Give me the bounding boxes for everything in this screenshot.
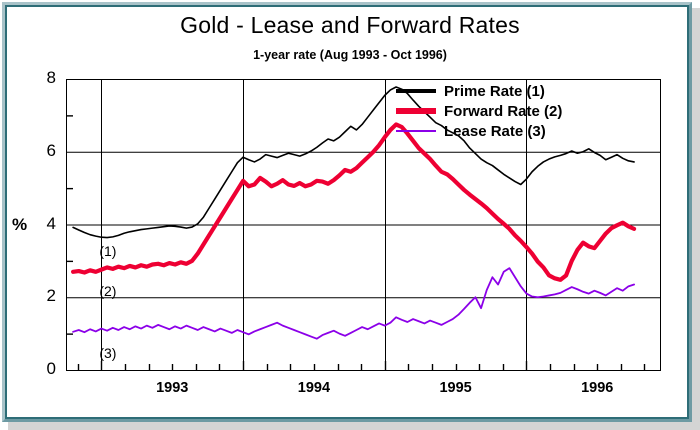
- x-tick-label: 1995: [439, 380, 472, 396]
- legend-swatch-forward-rate: [396, 108, 436, 114]
- legend-swatch-lease-rate: [396, 130, 436, 132]
- legend-swatch-prime-rate: [396, 89, 436, 93]
- chart-title: Gold - Lease and Forward Rates: [180, 12, 520, 38]
- plot-area: [66, 79, 661, 371]
- x-tick-label: 1994: [297, 380, 331, 396]
- chart-legend: Prime Rate (1) Forward Rate (2) Lease Ra…: [396, 82, 596, 142]
- legend-label-prime-rate: Prime Rate (1): [444, 82, 545, 100]
- y-tick-label: 8: [46, 68, 56, 87]
- plot-frame: [66, 79, 661, 371]
- chart-svg: [66, 79, 661, 371]
- y-tick-label: 4: [46, 213, 56, 233]
- y-axis-label: %: [12, 215, 28, 234]
- legend-item-forward-rate[interactable]: Forward Rate (2): [396, 102, 596, 120]
- y-tick-label: 6: [46, 140, 56, 160]
- legend-item-prime-rate[interactable]: Prime Rate (1): [396, 82, 596, 100]
- y-tick-label: 2: [46, 286, 56, 306]
- y-tick-label: 0: [46, 359, 56, 378]
- legend-item-lease-rate[interactable]: Lease Rate (3): [396, 122, 596, 140]
- chart-subtitle: 1-year rate (Aug 1993 - Oct 1996): [253, 48, 447, 62]
- series-tag-2: (2): [99, 282, 117, 299]
- window-frame-pad: [9, 9, 685, 415]
- legend-label-lease-rate: Lease Rate (3): [444, 122, 546, 140]
- series-line-forward-rate-2: [70, 122, 637, 282]
- x-tick-label: 1996: [581, 380, 614, 396]
- series-tag-3: (3): [99, 344, 117, 361]
- legend-label-forward-rate: Forward Rate (2): [444, 102, 563, 120]
- series-line-prime-rate-1: [72, 86, 635, 239]
- series-line-lease-rate-3: [72, 267, 635, 340]
- series-tag-1: (1): [99, 242, 117, 259]
- x-tick-label: 1993: [156, 380, 189, 396]
